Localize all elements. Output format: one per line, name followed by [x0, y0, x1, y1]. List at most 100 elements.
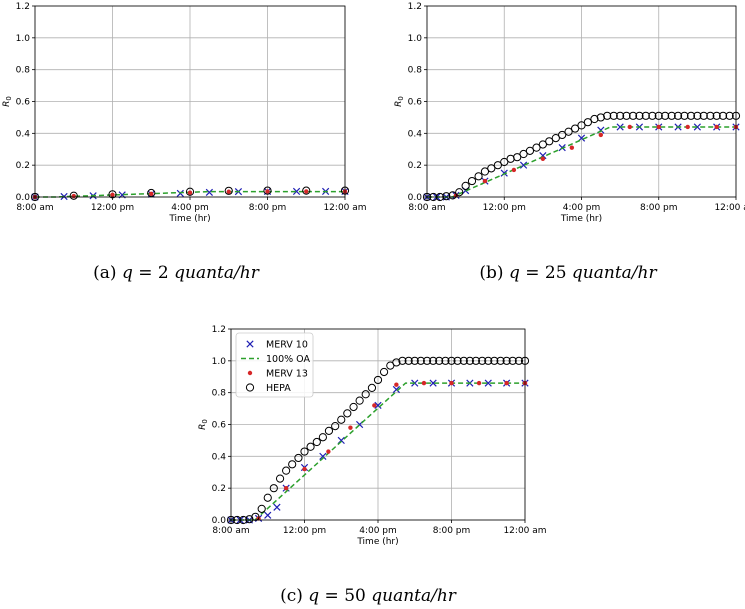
data-point [571, 124, 580, 133]
x-axis-label: Time (hr) [356, 537, 398, 547]
data-point [596, 113, 605, 122]
data-point [69, 191, 78, 200]
data-point [493, 161, 502, 170]
y-tick-label: 0.2 [16, 161, 30, 171]
data-point [319, 452, 327, 460]
data-point [288, 460, 297, 469]
y-tick-label: 0.0 [408, 193, 423, 203]
y-tick-label: 1.2 [212, 325, 226, 335]
data-point [110, 192, 115, 197]
data-point [269, 484, 278, 493]
legend: MERV 10 100% OA MERV 13 HEPA [235, 332, 314, 398]
data-point [569, 145, 575, 150]
data-point [404, 356, 413, 365]
data-point [318, 433, 327, 442]
data-point [435, 356, 444, 365]
data-point [224, 186, 233, 195]
data-point [306, 442, 315, 451]
data-point [283, 485, 289, 491]
data-point [459, 356, 468, 365]
data-point [706, 111, 715, 120]
data-point [609, 111, 618, 120]
data-point [449, 380, 454, 386]
data-point [564, 127, 573, 136]
data-point [661, 111, 670, 120]
data-point [641, 111, 650, 120]
data-point [514, 356, 524, 365]
data-point [349, 402, 358, 412]
data-point [478, 356, 487, 365]
data-point [622, 111, 631, 120]
data-point [379, 367, 389, 377]
data-point [712, 111, 721, 120]
data-point [292, 187, 301, 196]
x-tick-label: 8:00 pm [640, 203, 678, 213]
data-point [490, 356, 499, 365]
data-point [367, 383, 377, 392]
y-tick-label: 0.6 [212, 421, 227, 431]
y-tick-label: 0.0 [212, 516, 227, 526]
data-point [343, 409, 352, 418]
data-point [265, 189, 270, 194]
data-point [394, 382, 399, 387]
chart-panel-a: 8:00 am 12:00 pm 4:00 pm 8:00 pm 12:00 am 0.0… [2, 2, 367, 283]
y-tick-label: 0.4 [212, 452, 227, 462]
y-tick-label: 0.4 [16, 129, 31, 139]
data-point [476, 380, 482, 386]
data-point [71, 193, 76, 199]
x-tick-label: 8:00 am [16, 203, 53, 213]
data-point [680, 111, 689, 120]
chart-panel-c: 8:00 am 12:00 pm 4:00 pm 8:00 pm 12:00 am 0.0… [198, 325, 547, 606]
x-tick-label: 12:00 pm [483, 203, 526, 213]
data-point [628, 111, 638, 120]
y-tick-label: 1.0 [16, 34, 31, 44]
data-point [506, 154, 515, 163]
y-tick-label: 0.4 [408, 129, 423, 139]
legend-label: 100% OA [266, 354, 310, 365]
data-point [656, 124, 661, 130]
data-point [519, 149, 528, 159]
legend-label: MERV 13 [266, 369, 308, 380]
data-point [361, 390, 370, 399]
data-point [583, 118, 592, 127]
y-tick-label: 1.0 [408, 34, 423, 44]
data-point [496, 356, 505, 365]
data-point [616, 111, 625, 120]
y-tick-label: 0.8 [16, 66, 31, 76]
y-tick-label: 0.0 [16, 193, 31, 203]
data-point [337, 415, 346, 424]
data-point [416, 356, 425, 365]
data-point [275, 474, 285, 483]
data-point [685, 124, 690, 130]
data-point [551, 134, 560, 143]
data-point [185, 187, 195, 196]
data-point [355, 396, 364, 405]
x-tick-label: 8:00 am [212, 526, 249, 536]
data-point [471, 356, 481, 365]
y-axis-label: R0 [394, 96, 405, 107]
y-tick-label: 1.0 [212, 357, 227, 367]
data-point [304, 189, 309, 194]
data-point [500, 157, 509, 167]
data-point [511, 167, 517, 173]
data-point [300, 447, 309, 456]
data-point [484, 379, 492, 387]
data-point [282, 466, 291, 475]
data-point [263, 493, 272, 502]
data-point [263, 186, 272, 195]
data-point [525, 146, 535, 155]
panel-caption: (c) q = 50 quanta/hr [280, 586, 457, 606]
legend-swatch [247, 370, 253, 376]
series-merv-13 [453, 124, 739, 198]
data-point [467, 176, 477, 186]
data-point [226, 189, 231, 194]
data-point [714, 124, 719, 130]
data-point [538, 140, 547, 149]
y-tick-label: 0.6 [408, 98, 423, 108]
data-point [461, 181, 470, 190]
data-point [324, 426, 334, 435]
data-point [577, 121, 586, 130]
data-point [540, 156, 546, 161]
data-point [374, 401, 382, 410]
data-point [373, 375, 383, 385]
